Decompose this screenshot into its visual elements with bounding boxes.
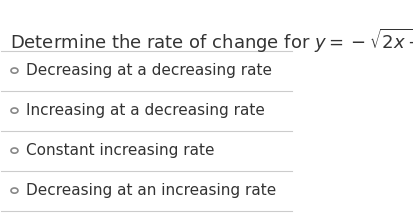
- Text: Determine the rate of change for $y = -\sqrt{2x+1}$: Determine the rate of change for $y = -\…: [10, 27, 413, 55]
- Text: Decreasing at a decreasing rate: Decreasing at a decreasing rate: [26, 63, 271, 78]
- Text: Decreasing at an increasing rate: Decreasing at an increasing rate: [26, 183, 276, 198]
- Text: Constant increasing rate: Constant increasing rate: [26, 143, 214, 158]
- Text: Increasing at a decreasing rate: Increasing at a decreasing rate: [26, 103, 264, 118]
